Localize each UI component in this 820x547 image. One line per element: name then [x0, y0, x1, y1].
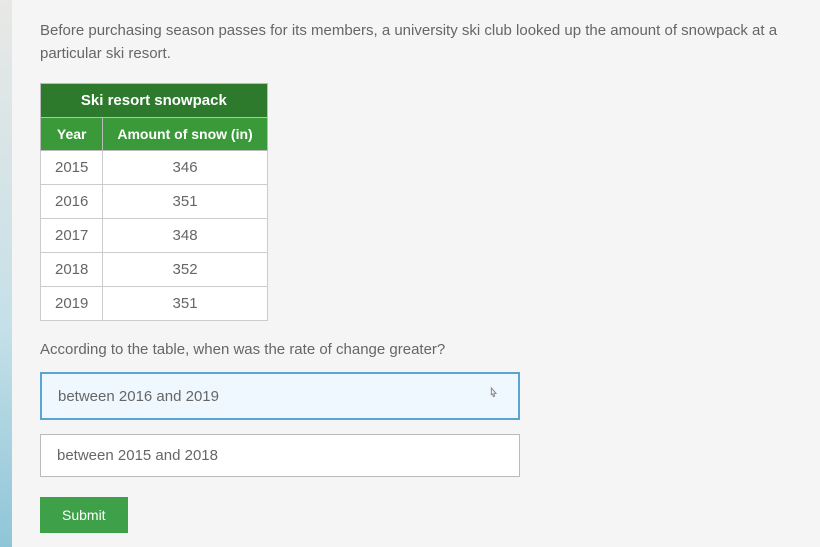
question-intro: Before purchasing season passes for its …: [40, 20, 780, 65]
cell-value: 352: [103, 253, 267, 287]
option-1[interactable]: between 2016 and 2019: [40, 372, 520, 420]
table-row: 2015 346: [41, 151, 268, 185]
cell-year: 2016: [41, 185, 103, 219]
option-label: between 2016 and 2019: [58, 388, 219, 405]
snowpack-table: Ski resort snowpack Year Amount of snow …: [40, 83, 268, 321]
table-row: 2016 351: [41, 185, 268, 219]
cell-year: 2017: [41, 219, 103, 253]
cell-value: 351: [103, 185, 267, 219]
table-row: 2019 351: [41, 287, 268, 321]
cell-year: 2019: [41, 287, 103, 321]
col-header-year: Year: [41, 118, 103, 151]
option-2[interactable]: between 2015 and 2018: [40, 434, 520, 477]
cell-value: 348: [103, 219, 267, 253]
submit-button[interactable]: Submit: [40, 497, 128, 533]
cell-value: 346: [103, 151, 267, 185]
col-header-amount: Amount of snow (in): [103, 118, 267, 151]
pointer-icon: [486, 386, 502, 406]
option-label: between 2015 and 2018: [57, 447, 218, 464]
question-followup: According to the table, when was the rat…: [40, 341, 780, 358]
table-row: 2017 348: [41, 219, 268, 253]
table-row: 2018 352: [41, 253, 268, 287]
table-title: Ski resort snowpack: [41, 84, 268, 118]
cell-value: 351: [103, 287, 267, 321]
cell-year: 2018: [41, 253, 103, 287]
cell-year: 2015: [41, 151, 103, 185]
